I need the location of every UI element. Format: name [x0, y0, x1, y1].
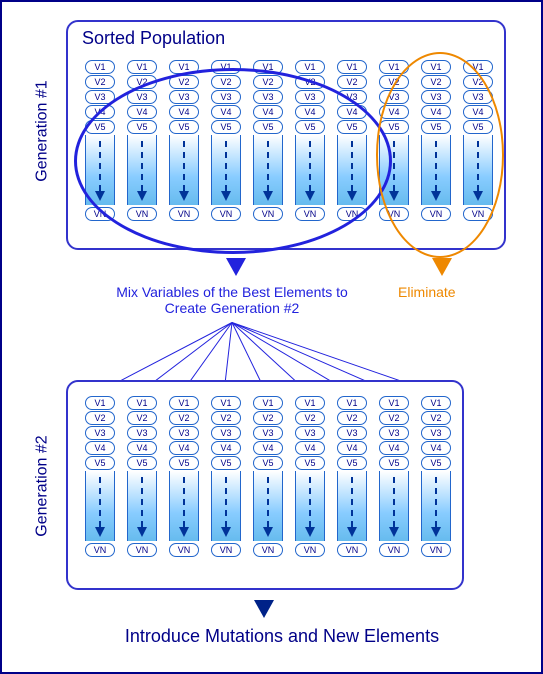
gen1-label: Generation #1 — [34, 80, 52, 181]
var-box: V5 — [211, 456, 241, 470]
var-box: V2 — [211, 411, 241, 425]
bottom-arrow-icon — [254, 600, 274, 618]
var-box: V2 — [295, 411, 325, 425]
var-box: V5 — [127, 456, 157, 470]
column-body — [337, 471, 367, 541]
column-body — [421, 471, 451, 541]
var-box-last: VN — [211, 543, 241, 557]
var-box: V3 — [337, 426, 367, 440]
gen1-title: Sorted Population — [82, 28, 225, 49]
var-box: V4 — [85, 441, 115, 455]
var-box: V1 — [337, 396, 367, 410]
var-box: V1 — [337, 60, 367, 74]
var-box-last: VN — [421, 543, 451, 557]
bottom-text: Introduce Mutations and New Elements — [92, 626, 472, 647]
var-box: V4 — [211, 441, 241, 455]
var-box: V5 — [421, 456, 451, 470]
var-box: V4 — [379, 441, 409, 455]
chromosome-column: V1V2V3V4V5 VN — [82, 396, 118, 558]
var-box: V1 — [85, 396, 115, 410]
var-box: V1 — [127, 396, 157, 410]
var-box: V3 — [295, 426, 325, 440]
var-box: V3 — [211, 426, 241, 440]
chromosome-column: V1V2V3V4V5 VN — [292, 396, 328, 558]
var-box: V2 — [253, 411, 283, 425]
var-box: V1 — [295, 396, 325, 410]
var-box: V2 — [379, 411, 409, 425]
var-box: V2 — [169, 411, 199, 425]
var-box: V1 — [127, 60, 157, 74]
chromosome-column: V1V2V3V4V5 VN — [334, 396, 370, 558]
var-box: V4 — [421, 441, 451, 455]
var-box: V4 — [169, 441, 199, 455]
var-box: V1 — [211, 396, 241, 410]
var-box: V2 — [127, 411, 157, 425]
chromosome-column: V1V2V3V4V5 VN — [250, 396, 286, 558]
mix-ellipse — [74, 68, 392, 254]
column-body — [379, 471, 409, 541]
mix-caption: Mix Variables of the Best Elements toCre… — [92, 284, 372, 316]
var-box: V5 — [169, 456, 199, 470]
var-box: V3 — [169, 426, 199, 440]
var-box: V5 — [295, 456, 325, 470]
var-box: V1 — [421, 396, 451, 410]
var-box: V1 — [169, 396, 199, 410]
var-box: V3 — [85, 426, 115, 440]
mix-arrow-icon — [226, 258, 246, 276]
var-box-last: VN — [295, 543, 325, 557]
chromosome-column: V1V2V3V4V5 VN — [376, 396, 412, 558]
var-box-last: VN — [85, 543, 115, 557]
column-body — [127, 471, 157, 541]
var-box: V5 — [85, 456, 115, 470]
var-box-last: VN — [337, 543, 367, 557]
column-body — [253, 471, 283, 541]
column-body — [85, 471, 115, 541]
column-body — [211, 471, 241, 541]
var-box-last: VN — [127, 543, 157, 557]
column-body — [295, 471, 325, 541]
gen2-label: Generation #2 — [34, 435, 52, 536]
var-box: V1 — [379, 396, 409, 410]
var-box: V3 — [379, 426, 409, 440]
var-box: V1 — [85, 60, 115, 74]
var-box: V2 — [85, 75, 115, 89]
eliminate-ellipse — [376, 52, 504, 258]
var-box: V3 — [253, 426, 283, 440]
var-box: V5 — [253, 456, 283, 470]
var-box: V1 — [295, 60, 325, 74]
var-box: V2 — [85, 411, 115, 425]
chromosome-column: V1V2V3V4V5 VN — [166, 396, 202, 558]
var-box: V4 — [253, 441, 283, 455]
chromosome-column: V1V2V3V4V5 VN — [208, 396, 244, 558]
var-box: V4 — [295, 441, 325, 455]
var-box: V2 — [421, 411, 451, 425]
chromosome-column: V1V2V3V4V5 VN — [124, 396, 160, 558]
var-box: V1 — [253, 396, 283, 410]
eliminate-caption: Eliminate — [398, 284, 456, 300]
var-box: V4 — [127, 441, 157, 455]
var-box: V5 — [379, 456, 409, 470]
var-box-last: VN — [379, 543, 409, 557]
eliminate-arrow-icon — [432, 258, 452, 276]
var-box: V5 — [337, 456, 367, 470]
gen2-columns: V1V2V3V4V5VNV1V2V3V4V5VNV1V2V3V4V5VNV1V2… — [82, 396, 454, 558]
chromosome-column: V1V2V3V4V5 VN — [418, 396, 454, 558]
var-box: V4 — [337, 441, 367, 455]
var-box-last: VN — [253, 543, 283, 557]
var-box: V2 — [337, 75, 367, 89]
var-box-last: VN — [169, 543, 199, 557]
var-box: V3 — [421, 426, 451, 440]
var-box: V2 — [337, 411, 367, 425]
column-body — [169, 471, 199, 541]
var-box: V3 — [127, 426, 157, 440]
